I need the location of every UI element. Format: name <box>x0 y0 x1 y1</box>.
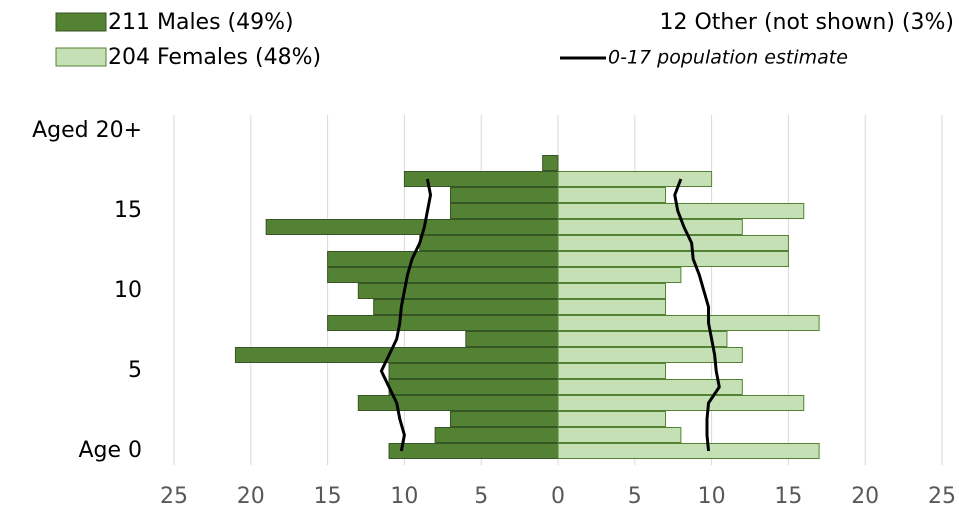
bar <box>557 267 682 283</box>
bar <box>327 251 559 267</box>
x-tick-label: 20 <box>237 484 265 509</box>
legend-label: 0-17 population estimate <box>608 47 848 69</box>
x-tick-label: 10 <box>390 484 418 509</box>
x-tick-label: 5 <box>628 484 642 509</box>
bar <box>449 203 559 219</box>
estimate-line <box>673 178 721 452</box>
bar <box>557 219 743 235</box>
bar <box>419 235 559 251</box>
estimate-line <box>379 178 433 452</box>
bar <box>465 331 559 347</box>
bar <box>557 251 789 267</box>
x-tick-label: 5 <box>474 484 488 509</box>
bar <box>557 379 743 395</box>
bar <box>557 411 667 427</box>
y-tick-label: 5 <box>128 358 142 383</box>
bar <box>449 187 559 203</box>
y-tick-label: Age 0 <box>78 438 142 463</box>
bar <box>388 443 559 459</box>
x-tick-label: 15 <box>774 484 802 509</box>
x-tick-label: 25 <box>928 484 956 509</box>
x-tick-label: 20 <box>851 484 879 509</box>
other-note: 12 Other (not shown) (3%) <box>660 10 955 35</box>
bar <box>557 443 820 459</box>
bar <box>557 315 820 331</box>
bar <box>327 267 559 283</box>
bar <box>542 155 559 171</box>
bar <box>265 219 559 235</box>
x-tick-label: 0 <box>551 484 565 509</box>
bar <box>557 171 713 187</box>
bar <box>327 315 559 331</box>
x-tick-label: 25 <box>160 484 188 509</box>
bar <box>557 427 682 443</box>
bar <box>557 363 667 379</box>
y-tick-label: 10 <box>114 278 142 303</box>
bar <box>557 283 667 299</box>
x-tick-label: 15 <box>314 484 342 509</box>
bar <box>234 347 559 363</box>
bar <box>449 411 559 427</box>
legend-swatch-males <box>55 12 107 32</box>
bar <box>357 283 559 299</box>
y-tick-label: 15 <box>114 198 142 223</box>
bar <box>557 347 743 363</box>
legend-label: 211 Males (49%) <box>108 10 294 35</box>
bar <box>557 299 667 315</box>
legend-swatch-females <box>55 47 107 67</box>
bar <box>357 395 559 411</box>
y-tick-label: Aged 20+ <box>32 118 142 143</box>
bar <box>557 187 667 203</box>
bar <box>557 235 789 251</box>
bar <box>557 331 728 347</box>
bar <box>434 427 559 443</box>
legend-label: 204 Females (48%) <box>108 45 321 70</box>
x-tick-label: 10 <box>698 484 726 509</box>
bar <box>388 379 559 395</box>
bar <box>388 363 559 379</box>
bar <box>557 395 805 411</box>
